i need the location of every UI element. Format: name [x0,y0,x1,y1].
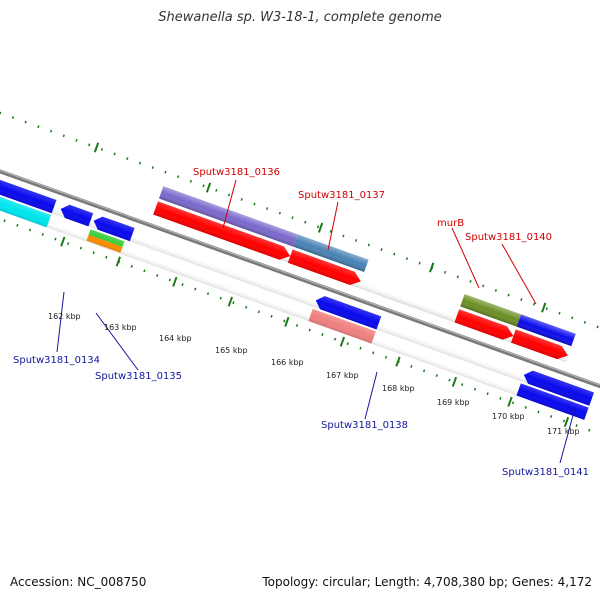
gene-label-sputw3181-0135[interactable]: Sputw3181_0135 [95,371,182,382]
label-leaders-top [222,179,537,305]
tick-label-165: 165 kbp [215,346,248,355]
gene-label-sputw3181-0140[interactable]: Sputw3181_0140 [465,232,552,243]
genome-backbone [0,137,600,425]
gene-label-sputw3181-0141[interactable]: Sputw3181_0141 [502,467,589,478]
label-leaders-bottom [56,291,576,464]
tick-label-168: 168 kbp [382,384,415,393]
major-ticks [60,142,570,428]
tick-label-167: 167 kbp [326,371,359,380]
gene-label-murb[interactable]: murB [437,218,464,229]
gene-labels-bottom: Sputw3181_0134 Sputw3181_0135 Sputw3181_… [13,355,589,478]
gene-labels-top: Sputw3181_0136 Sputw3181_0137 murB Sputw… [193,167,552,243]
accession-text: Accession: NC_008750 [10,575,147,589]
tick-labels: 162 kbp 163 kbp 164 kbp 165 kbp 166 kbp … [48,312,580,436]
map-rotated-group [0,93,600,460]
tick-label-171: 171 kbp [547,427,580,436]
map-title: Shewanella sp. W3-18-1, complete genome [158,10,442,25]
gene-label-sputw3181-0137[interactable]: Sputw3181_0137 [298,190,385,201]
genome-backbone-highlight [0,138,600,423]
gene-label-sputw3181-0136[interactable]: Sputw3181_0136 [193,167,280,178]
gene-label-sputw3181-0138[interactable]: Sputw3181_0138 [321,420,408,431]
tick-label-166: 166 kbp [271,358,304,367]
tick-label-164: 164 kbp [159,334,192,343]
tick-label-163: 163 kbp [104,323,137,332]
tick-label-170: 170 kbp [492,412,525,421]
tick-label-169: 169 kbp [437,398,470,407]
gene-label-sputw3181-0134[interactable]: Sputw3181_0134 [13,355,100,366]
genome-summary-text: Topology: circular; Length: 4,708,380 bp… [262,575,592,589]
tick-label-162: 162 kbp [48,312,81,321]
